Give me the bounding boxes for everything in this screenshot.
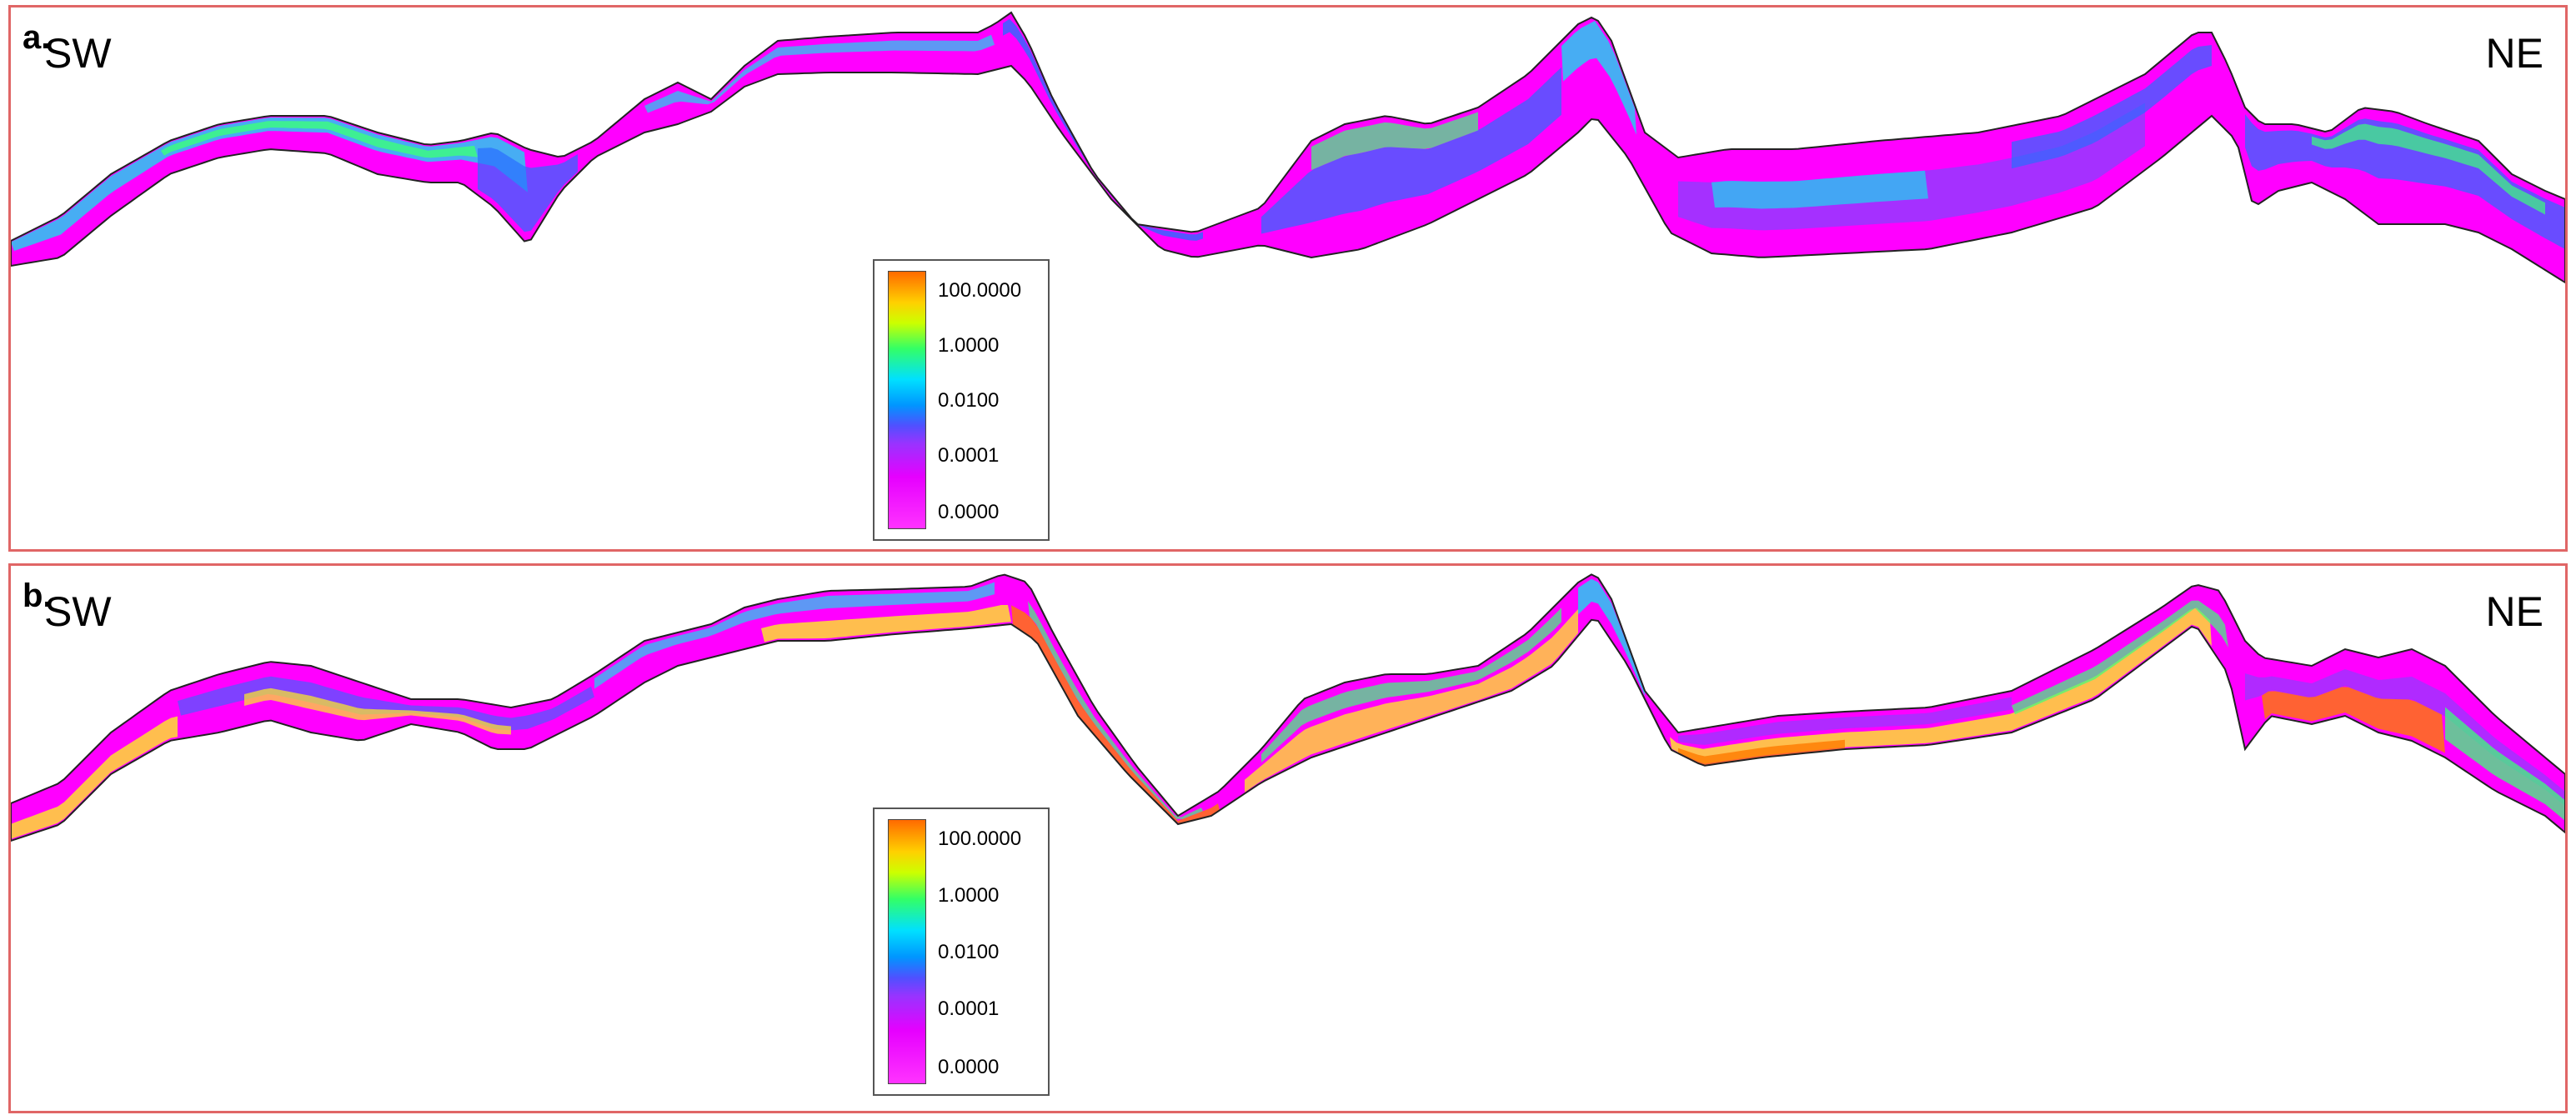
color-legend-b: 100.0000 1.0000 0.0100 0.0001 0.0000 (873, 808, 1050, 1096)
cross-section-panel-b: b. SW NE 100.0000 1.0000 0.0100 0.0001 0… (8, 563, 2568, 1113)
legend-label: 0.0001 (938, 998, 1000, 1020)
section-band-b-2 (244, 688, 511, 735)
section-band-a-6 (1311, 112, 1478, 170)
section-band-b-0 (11, 716, 178, 839)
cross-section-a (11, 11, 2565, 284)
panel-letter-a: a. (23, 19, 51, 56)
cross-section-panel-a: a. SW NE 100.0000 1.0000 0.0100 0.0001 0… (8, 5, 2568, 552)
section-outline-a (11, 11, 2565, 284)
section-band-a-5 (1261, 67, 1561, 234)
section-band-a-12 (2312, 123, 2545, 215)
section-body-b (11, 574, 2565, 841)
legend-label: 100.0000 (938, 828, 1022, 850)
section-band-b-12 (2012, 600, 2228, 715)
panel-letter-b: b. (23, 578, 53, 614)
legend-label: 1.0000 (938, 884, 1000, 907)
section-band-a-9 (1711, 170, 1928, 209)
section-band-b-7 (1245, 609, 1578, 792)
section-band-b-5 (1011, 605, 1220, 824)
section-band-b-13 (1678, 739, 1845, 766)
section-band-b-3 (594, 582, 995, 689)
section-band-b-1 (178, 676, 594, 731)
section-band-b-10 (1670, 608, 2212, 764)
section-band-a-7 (1561, 21, 1636, 135)
direction-sw-a: SW (44, 30, 112, 77)
legend-color-bar (888, 819, 926, 1084)
section-band-a-1 (161, 121, 478, 158)
legend-label: 0.0001 (938, 444, 1000, 467)
cross-section-b (11, 573, 2565, 842)
legend-label: 0.0100 (938, 941, 1000, 963)
section-band-a-4 (1003, 18, 1203, 241)
section-outline-b (11, 573, 2565, 842)
direction-ne-b: NE (2485, 588, 2543, 635)
legend-label: 1.0000 (938, 334, 1000, 357)
section-band-b-11 (1678, 697, 2012, 745)
direction-sw-b: SW (44, 588, 112, 635)
legend-color-bar (888, 271, 926, 529)
section-band-b-9 (1578, 578, 1645, 696)
section-band-b-16 (2445, 707, 2565, 821)
section-band-b-8 (1261, 608, 1561, 762)
section-band-b-14 (2245, 669, 2565, 807)
color-legend-a: 100.0000 1.0000 0.0100 0.0001 0.0000 (873, 259, 1050, 541)
section-band-b-4 (761, 605, 1011, 642)
section-band-a-2 (478, 148, 578, 232)
legend-label: 0.0000 (938, 501, 1000, 523)
legend-label: 0.0100 (938, 389, 1000, 412)
section-band-a-10 (2012, 45, 2212, 169)
section-band-b-15 (2262, 687, 2445, 753)
legend-label: 100.0000 (938, 279, 1022, 302)
direction-ne-a: NE (2485, 30, 2543, 77)
section-band-a-3 (644, 34, 995, 113)
legend-label: 0.0000 (938, 1056, 1000, 1078)
